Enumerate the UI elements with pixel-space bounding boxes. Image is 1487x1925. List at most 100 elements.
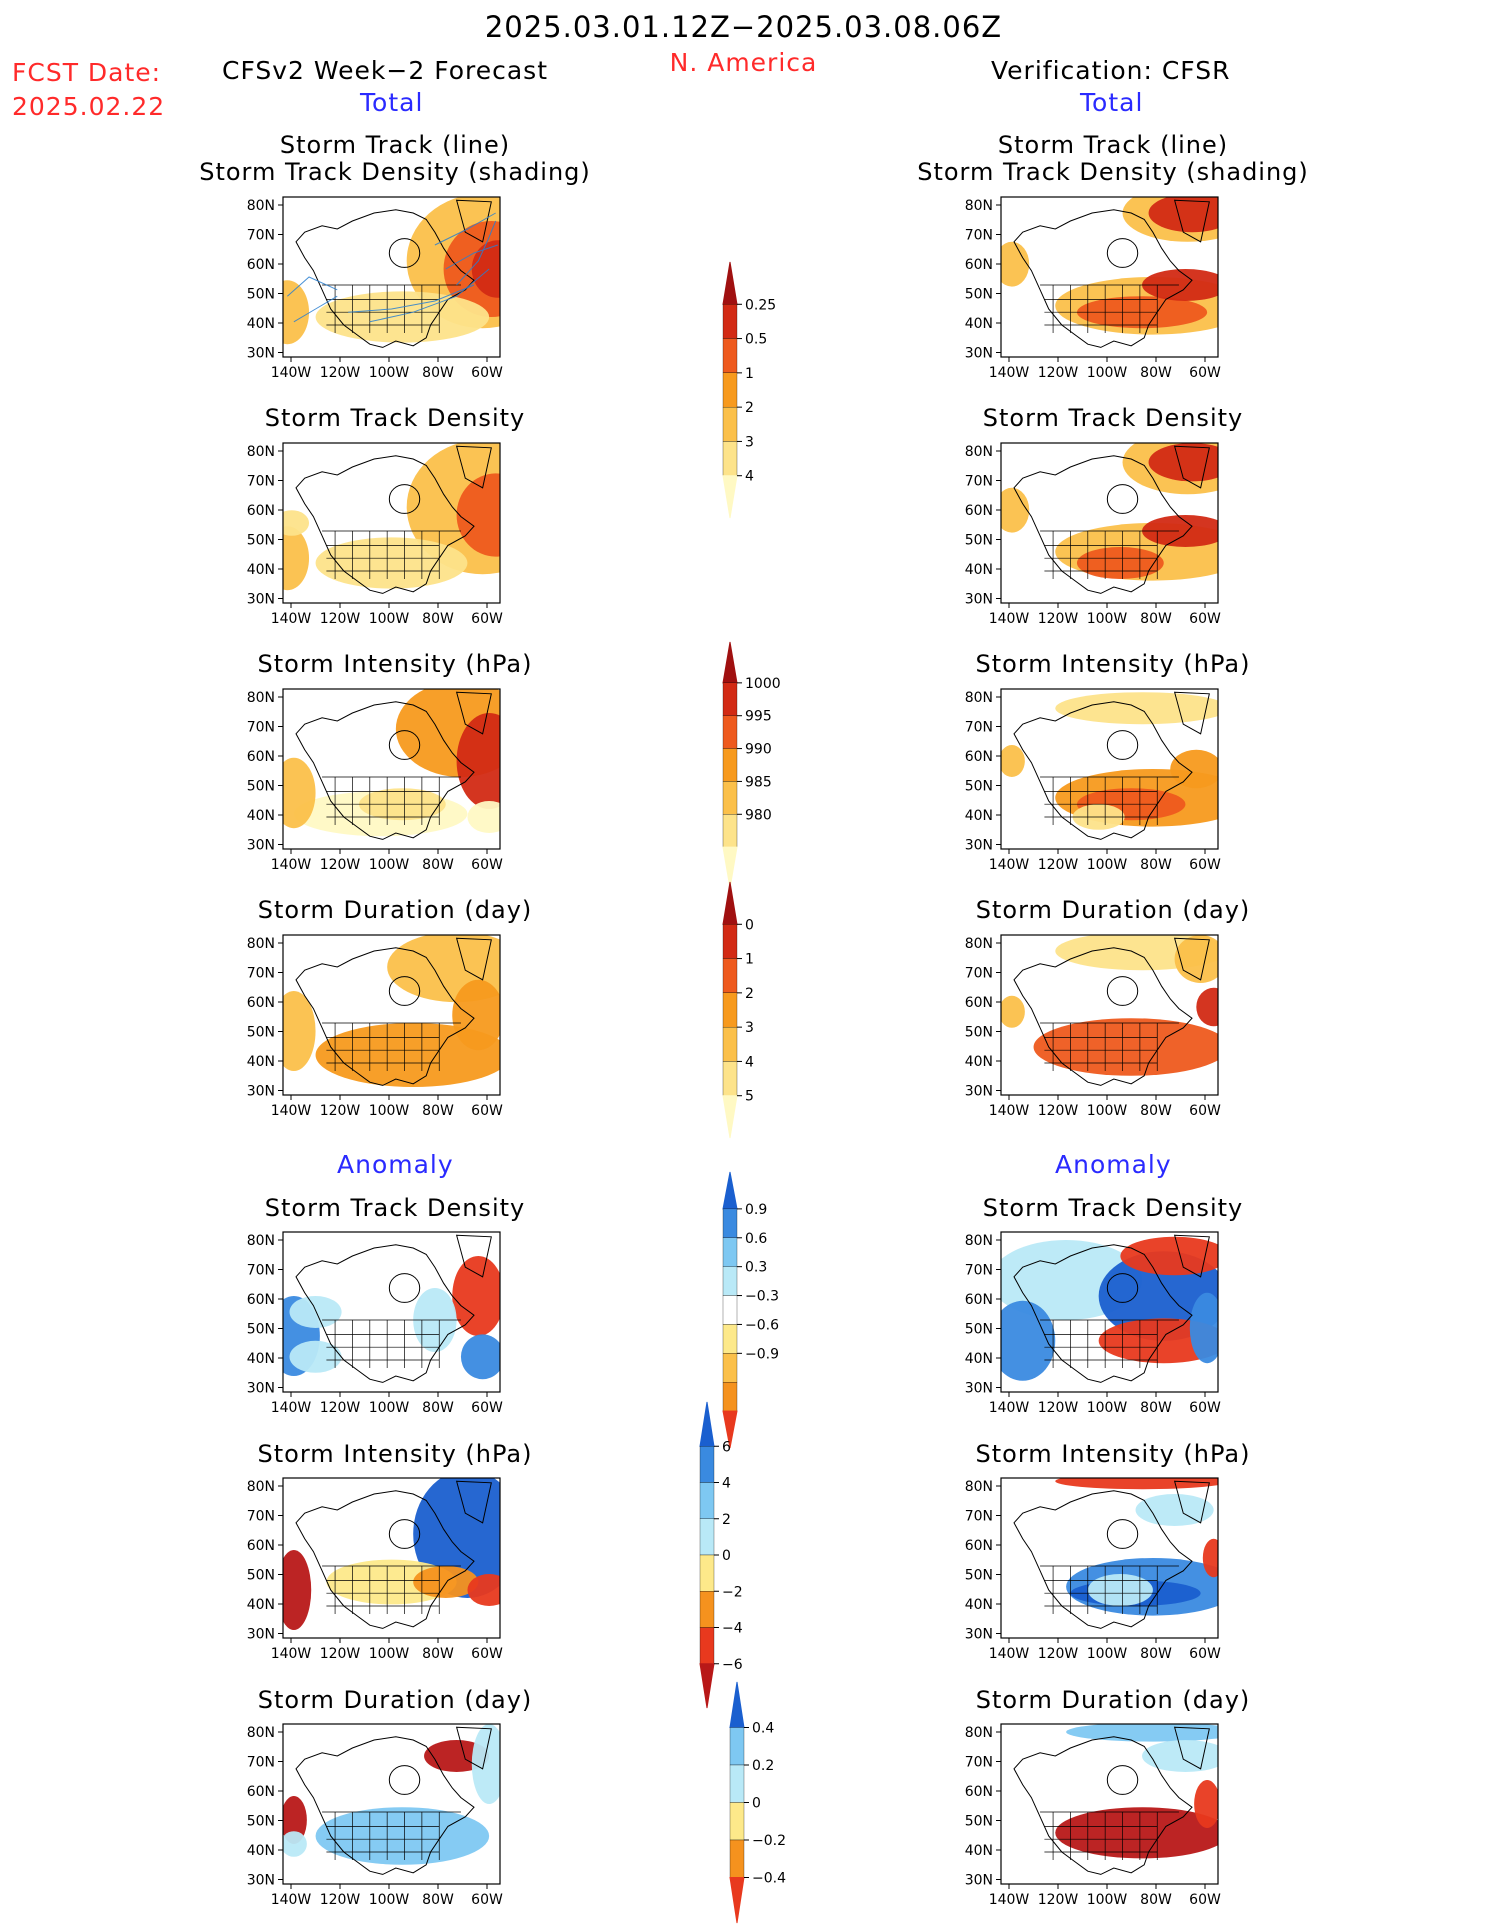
lat-tick-label: 80N — [247, 198, 275, 214]
coastline — [295, 1244, 475, 1383]
colorbar-segment — [722, 682, 738, 716]
shading-region — [1001, 241, 1030, 287]
right-panel4-title: Storm Duration (day) — [975, 896, 1251, 924]
title-line: Storm Track (line) — [997, 131, 1229, 159]
colorbar-label: −0.6 — [745, 1317, 779, 1333]
shading-region — [283, 1796, 307, 1844]
region-label: N. America — [669, 48, 818, 77]
shading-region — [283, 526, 310, 591]
hudson-bay — [388, 730, 421, 760]
lat-tick-label: 80N — [965, 444, 993, 460]
right-panel7-title: Storm Duration (day) — [975, 1686, 1251, 1714]
coastline — [295, 701, 475, 840]
state-borders — [322, 1565, 461, 1614]
map-frame — [1000, 1723, 1219, 1885]
colorbar-cap — [699, 1401, 715, 1447]
lat-tick-label: 70N — [965, 228, 993, 244]
colorbar-label: 980 — [745, 807, 772, 823]
lat-tick-label: 60N — [247, 257, 275, 273]
shading-region — [283, 510, 310, 536]
colorbar-label: −2 — [722, 1584, 743, 1600]
shading-region — [1170, 749, 1218, 789]
right-panel6-title: Storm Intensity (hPa) — [975, 1440, 1251, 1468]
map-shading — [1001, 935, 1218, 1086]
lon-tick-label: 120W — [1038, 1646, 1079, 1662]
lon-tick-label: 120W — [320, 1646, 361, 1662]
lat-tick-label: 50N — [247, 1025, 275, 1041]
greenland — [1173, 1480, 1210, 1524]
colorbar-density-anom: 0.9 0.6 0.3 −0.3 −0.6 −0.9 — [722, 1171, 779, 1449]
lon-tick-label: 80W — [1140, 611, 1172, 627]
colorbar-label: 2 — [745, 986, 754, 1002]
lat-tick-label: 50N — [247, 287, 275, 303]
fcst-date-block: FCST Date: 2025.02.22 — [12, 56, 165, 124]
lon-tick-label: 100W — [369, 1892, 410, 1908]
lon-tick-label: 80W — [422, 1892, 454, 1908]
map-frame — [282, 1477, 501, 1639]
map-shading — [1013, 1724, 1218, 1875]
hudson-bay — [1106, 1765, 1139, 1795]
state-borders — [1040, 1319, 1179, 1368]
lat-tick-label: 40N — [965, 562, 993, 578]
lon-tick-label: 120W — [1038, 611, 1079, 627]
colorbar-segment — [722, 992, 738, 1028]
lat-tick-label: 60N — [247, 1292, 275, 1308]
lon-tick-label: 140W — [271, 611, 312, 627]
colorbar-segment — [722, 1324, 738, 1354]
lat-tick-label: 60N — [247, 749, 275, 765]
shading-region — [1135, 1494, 1214, 1526]
lon-tick-label: 140W — [989, 611, 1030, 627]
left-panel7-title: Storm Duration (day) — [257, 1686, 533, 1714]
shading-region — [387, 935, 500, 1003]
coastline — [295, 455, 475, 594]
lon-tick-label: 120W — [320, 1400, 361, 1416]
shading-region — [1196, 987, 1218, 1027]
state-borders — [1040, 1022, 1179, 1071]
shading-region — [1189, 1292, 1218, 1364]
colorbar-label: −0.3 — [745, 1289, 779, 1305]
state-borders — [322, 1811, 461, 1860]
lat-tick-label: 30N — [247, 1873, 275, 1889]
state-borders — [322, 530, 461, 579]
lat-tick-label: 80N — [247, 1233, 275, 1249]
coastline — [295, 947, 475, 1086]
hudson-bay — [1106, 484, 1139, 514]
right-panel5-title: Storm Track Density — [982, 1194, 1244, 1222]
lat-tick-label: 70N — [247, 1509, 275, 1525]
colorbar-segment — [722, 1237, 738, 1267]
colorbar-label: 4 — [745, 469, 754, 485]
hudson-bay — [388, 1519, 421, 1549]
lat-tick-label: 50N — [965, 1568, 993, 1584]
colorbar-segment — [699, 1518, 715, 1556]
right-panel1-title: Storm Track (line) Storm Track Density (… — [903, 132, 1323, 186]
lat-tick-label: 70N — [965, 1755, 993, 1771]
state-borders — [322, 1022, 461, 1071]
shading-region — [283, 757, 316, 829]
lat-tick-label: 30N — [247, 592, 275, 608]
hudson-bay — [1106, 1519, 1139, 1549]
lon-tick-label: 60W — [471, 1400, 503, 1416]
coastline — [1013, 455, 1193, 594]
colorbar-cap — [722, 1171, 738, 1210]
shading-region — [283, 991, 316, 1071]
lon-tick-label: 140W — [271, 1400, 312, 1416]
colorbar-segment — [722, 958, 738, 994]
hudson-bay — [388, 484, 421, 514]
colorbar-label: 1000 — [745, 676, 781, 692]
lon-tick-label: 120W — [320, 1892, 361, 1908]
lon-tick-label: 60W — [471, 1892, 503, 1908]
lat-tick-label: 60N — [965, 995, 993, 1011]
shading-region — [1033, 1018, 1218, 1076]
lon-tick-label: 100W — [1087, 1892, 1128, 1908]
lon-tick-label: 60W — [471, 1646, 503, 1662]
lon-tick-label: 60W — [1189, 1103, 1221, 1119]
lat-tick-label: 60N — [965, 749, 993, 765]
coastline — [1013, 1490, 1193, 1629]
lon-tick-label: 140W — [989, 1892, 1030, 1908]
shading-region — [315, 1807, 490, 1865]
left-total-label: Total — [360, 88, 424, 117]
lon-tick-label: 60W — [1189, 1400, 1221, 1416]
lon-tick-label: 120W — [320, 1103, 361, 1119]
shading-region — [283, 280, 310, 345]
colorbar-segment — [729, 1802, 745, 1841]
